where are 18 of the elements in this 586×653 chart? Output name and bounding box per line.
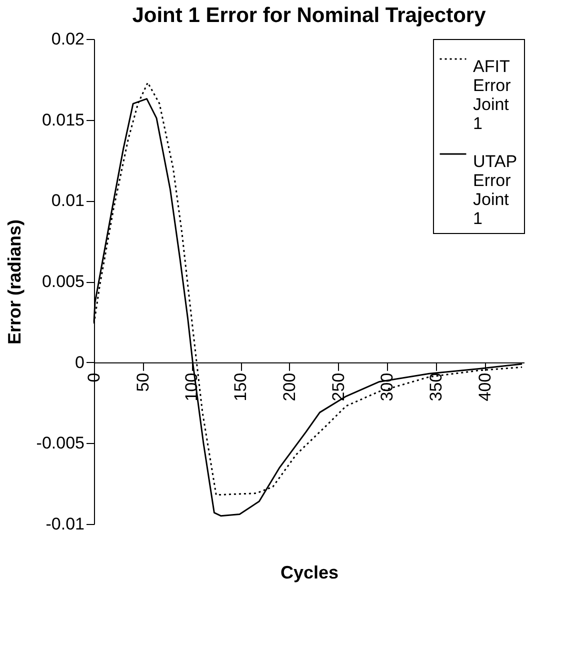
x-tick-label: 50 (133, 372, 152, 392)
legend-label: UTAP Error Joint 1 (473, 152, 518, 228)
y-tick-label: 0 (75, 352, 84, 372)
x-axis-title: Cycles (280, 562, 339, 582)
y-tick-label: 0.005 (42, 272, 84, 291)
x-tick-label: 200 (280, 372, 299, 402)
y-tick-label: 0.01 (51, 191, 84, 210)
x-tick-label: 400 (475, 372, 494, 402)
y-tick-label: 0.02 (51, 30, 84, 48)
chart-title: Joint 1 Error for Nominal Trajectory (132, 4, 486, 27)
y-axis-title: Error (radians) (4, 219, 24, 345)
x-tick-label: 150 (231, 372, 250, 402)
legend-label: AFIT Error Joint 1 (473, 57, 512, 133)
x-tick-label: 350 (426, 372, 446, 402)
y-tick-label: 0.015 (42, 110, 84, 130)
y-tick-label: -0.005 (36, 434, 84, 453)
x-tick-label: 250 (328, 372, 348, 402)
y-tick-label: -0.01 (46, 514, 84, 534)
